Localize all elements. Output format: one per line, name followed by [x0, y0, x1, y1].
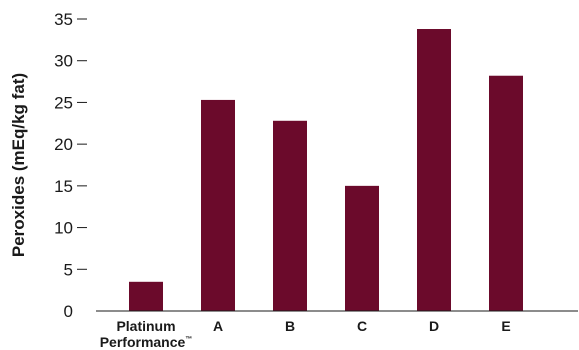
- y-tick-label: 30: [54, 52, 73, 71]
- bar-3: [345, 185, 379, 311]
- category-label: Performance™: [100, 334, 193, 350]
- bar-1: [201, 99, 235, 311]
- y-tick-label: 15: [54, 177, 73, 196]
- y-tick-label: 25: [54, 93, 73, 112]
- category-label: D: [429, 318, 439, 334]
- category-label: E: [501, 318, 510, 334]
- y-tick-label: 5: [64, 260, 73, 279]
- y-axis-label: Peroxides (mEq/kg fat): [9, 73, 28, 257]
- category-label: Platinum: [116, 318, 175, 334]
- y-tick-label: 20: [54, 135, 73, 154]
- category-label: A: [213, 318, 223, 334]
- bar-2: [273, 120, 307, 311]
- bar-4: [417, 29, 451, 312]
- y-axis-title: Peroxides (mEq/kg fat): [9, 73, 28, 257]
- bars: [129, 29, 523, 312]
- category-label: C: [357, 318, 367, 334]
- y-axis-ticks: 0 5 10 15 20 25 30 35: [54, 10, 87, 321]
- y-tick-label: 10: [54, 219, 73, 238]
- bar-5: [489, 75, 523, 311]
- y-tick-label: 35: [54, 10, 73, 29]
- y-tick-label: 0: [64, 302, 73, 321]
- bar-0: [129, 281, 163, 311]
- category-label: B: [285, 318, 295, 334]
